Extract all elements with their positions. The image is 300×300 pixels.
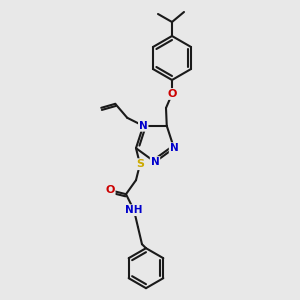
Text: O: O <box>167 89 177 99</box>
Text: S: S <box>136 159 144 169</box>
Text: O: O <box>105 185 115 195</box>
Text: N: N <box>139 121 148 131</box>
Text: NH: NH <box>125 205 143 215</box>
Text: N: N <box>169 143 178 153</box>
Text: N: N <box>151 157 159 167</box>
